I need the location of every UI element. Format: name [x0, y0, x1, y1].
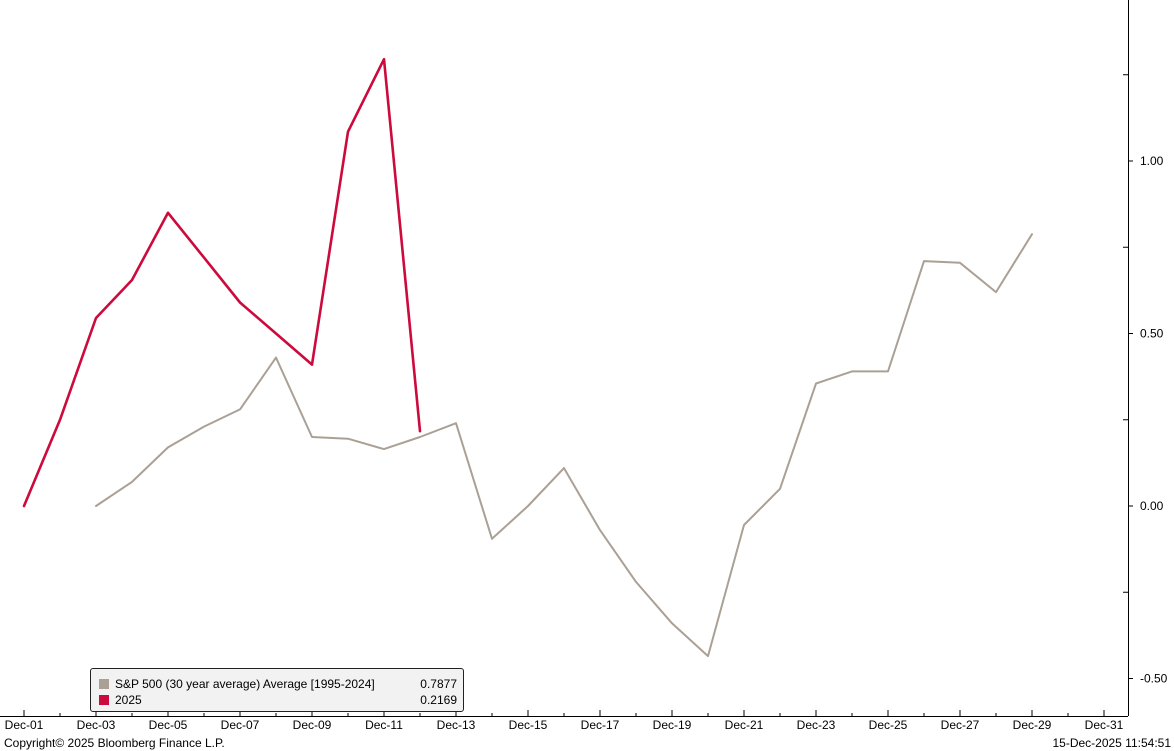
series-lines: [22, 57, 1033, 658]
y-tick-label: 0.00: [1140, 499, 1164, 513]
legend-value-2025: 0.2169: [420, 693, 457, 707]
copyright-text: Copyright© 2025 Bloomberg Finance L.P.: [4, 736, 225, 750]
y-axis-ticks: 1.00 0.50 0.00 -0.50: [1123, 74, 1168, 686]
y-tick-label: 1.00: [1140, 154, 1164, 168]
x-tick-label: Dec-11: [365, 718, 403, 732]
x-tick-label: Dec-09: [293, 718, 332, 732]
x-tick-label: Dec-27: [941, 718, 980, 732]
legend-swatch-2025: [99, 695, 109, 705]
x-tick-label: Dec-31: [1085, 718, 1124, 732]
series-line-sp500-average: [95, 233, 1033, 658]
legend-value-sp500: 0.7877: [420, 677, 457, 691]
legend-item-sp500: S&P 500 (30 year average) Average [1995-…: [99, 676, 457, 692]
y-tick-label: -0.50: [1140, 672, 1168, 686]
x-tick-label: Dec-19: [653, 718, 692, 732]
legend-label-2025: 2025: [115, 693, 142, 707]
x-tick-label: Dec-01: [5, 718, 44, 732]
y-tick-label: 0.50: [1140, 327, 1164, 341]
x-tick-label: Dec-07: [221, 718, 260, 732]
legend: S&P 500 (30 year average) Average [1995-…: [90, 668, 464, 712]
x-tick-label: Dec-29: [1013, 718, 1052, 732]
x-tick-label: Dec-21: [725, 718, 764, 732]
x-axis-ticks: Dec-01 Dec-03 Dec-05 Dec-07 Dec-09 Dec-11 Dec-…: [5, 710, 1124, 732]
x-tick-label: Dec-17: [581, 718, 620, 732]
x-tick-label: Dec-05: [149, 718, 188, 732]
legend-label-sp500: S&P 500 (30 year average) Average [1995-…: [115, 677, 375, 691]
x-tick-label: Dec-25: [869, 718, 908, 732]
x-tick-label: Dec-23: [797, 718, 836, 732]
x-tick-label: Dec-15: [509, 718, 548, 732]
x-tick-label: Dec-03: [77, 718, 116, 732]
x-tick-label: Dec-13: [437, 718, 476, 732]
series-line-2025: [22, 57, 422, 508]
legend-swatch-sp500: [99, 679, 109, 689]
timestamp-text: 15-Dec-2025 11:54:51: [1052, 736, 1171, 750]
legend-item-2025: 2025 0.2169: [99, 692, 457, 708]
